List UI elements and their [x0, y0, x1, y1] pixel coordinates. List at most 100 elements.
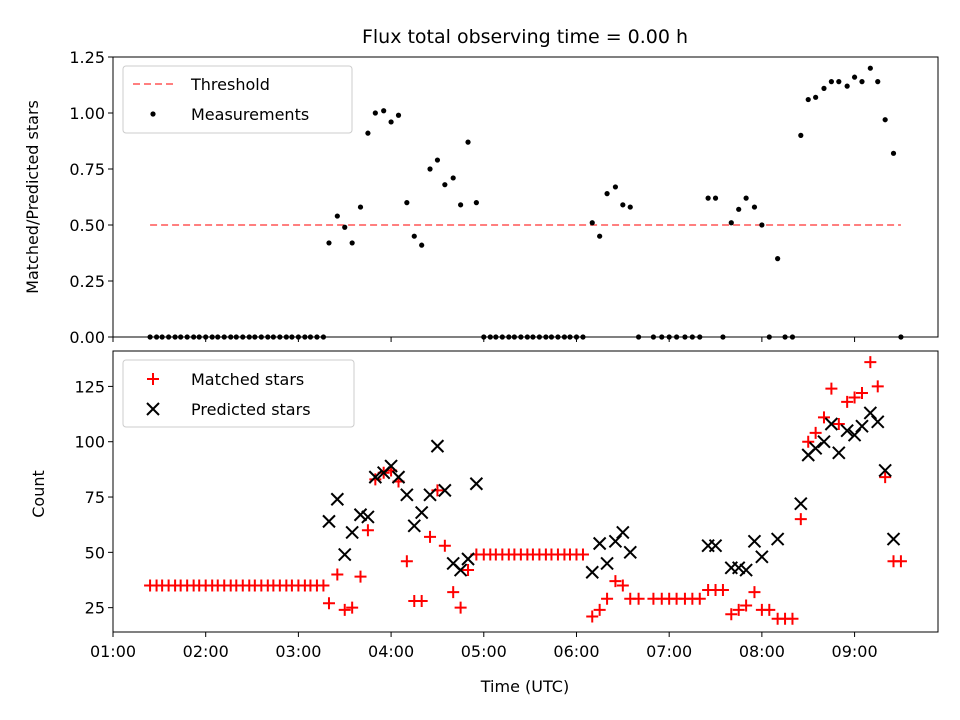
matched-star-marker: [317, 579, 330, 592]
bottom-plot-area: [144, 356, 907, 625]
x-axis-label: Time (UTC): [480, 677, 569, 696]
predicted-star-marker: [338, 547, 352, 562]
matched-star-marker: [454, 601, 467, 614]
matched-star-marker: [400, 555, 413, 568]
measurement-point: [666, 334, 672, 340]
predicted-star-marker: [322, 514, 336, 529]
matched-star-marker: [894, 555, 907, 568]
measurement-point: [314, 334, 320, 340]
measurement-point: [728, 220, 734, 226]
matched-star-marker: [601, 592, 614, 605]
measurements-legend-swatch: [150, 111, 156, 117]
measurement-point: [813, 94, 819, 100]
top-y-tick-label: 0.25: [69, 272, 105, 291]
measurement-point: [442, 182, 448, 188]
matched-star-marker: [693, 592, 706, 605]
predicted-star-marker: [368, 470, 383, 484]
predicted-star-marker: [391, 470, 406, 484]
measurement-point: [372, 110, 378, 116]
matched-star-marker: [609, 575, 622, 588]
measurement-point: [898, 334, 904, 340]
predicted-star-marker: [361, 510, 375, 524]
measurement-point: [589, 220, 595, 226]
predicted-star-marker: [414, 505, 429, 520]
predicted-star-marker: [847, 428, 862, 442]
measurement-point: [342, 224, 348, 230]
matched-star-marker: [369, 473, 382, 486]
measurement-point: [659, 334, 665, 340]
bottom-panel: 25 50 75 100 125 01:00 02:00 03:00 04:00 05:00 06:…: [29, 350, 939, 696]
predicted-star-marker: [453, 563, 468, 577]
top-y-tick-label: 1.00: [69, 104, 105, 123]
matched-star-marker: [322, 597, 335, 610]
predicted-star-marker: [608, 534, 623, 548]
measurement-point: [705, 195, 711, 201]
predicted-legend-label: Predicted stars: [191, 400, 311, 419]
predicted-star-marker: [708, 539, 723, 553]
matched-star-marker: [786, 612, 799, 625]
measurement-point: [357, 204, 364, 210]
measurement-point: [518, 334, 524, 340]
measurement-point: [759, 222, 765, 228]
measurement-point: [567, 334, 573, 340]
measurement-point: [798, 132, 804, 138]
measurement-point: [191, 334, 197, 340]
bottom-legend-box: [122, 359, 355, 428]
matched-star-marker: [879, 471, 892, 484]
measurement-point: [697, 334, 703, 340]
measurement-point: [689, 334, 695, 340]
x-tick-label: 07:00: [646, 642, 692, 661]
matched-star-marker: [438, 539, 451, 552]
bottom-y-tick-label: 50: [85, 543, 105, 562]
measurement-point: [635, 334, 642, 340]
measurement-point: [166, 334, 172, 340]
measurement-point: [789, 334, 796, 340]
matched-star-marker: [616, 579, 629, 592]
measurement-point: [458, 202, 464, 208]
top-panel: Flux total observing time = 0.00 h 0.000…: [23, 26, 939, 347]
measurement-point: [307, 334, 314, 340]
measurement-point: [172, 334, 178, 340]
bottom-ticks: 25 50 75 100 125 01:00 02:00 03:00 04:00 05:00 06:…: [74, 377, 877, 661]
predicted-star-marker: [592, 536, 607, 551]
measurement-point: [388, 119, 394, 125]
measurement-point: [395, 112, 402, 118]
measurement-point: [215, 334, 221, 340]
matched-star-marker: [632, 592, 645, 605]
predicted-star-marker: [840, 423, 854, 438]
measurement-point: [620, 202, 626, 208]
measurement-point: [320, 334, 327, 340]
predicted-star-marker: [353, 508, 368, 522]
top-chart-title: Flux total observing time = 0.00 h: [362, 26, 688, 48]
measurement-point: [381, 108, 387, 114]
measurement-point: [766, 334, 772, 340]
measurement-point: [743, 195, 749, 201]
x-tick-label: 03:00: [275, 642, 321, 661]
measurement-point: [209, 334, 215, 340]
predicted-star-marker: [423, 488, 437, 502]
measurement-point: [882, 117, 888, 123]
matched-star-marker: [447, 586, 460, 599]
measurement-point: [434, 157, 441, 163]
measurement-point: [289, 334, 295, 340]
measurement-point: [203, 334, 209, 340]
predicted-star-marker: [855, 419, 869, 433]
matched-star-marker: [740, 599, 753, 612]
measurement-point: [511, 334, 517, 340]
top-y-tick-label: 0.75: [69, 160, 105, 179]
measurement-point: [682, 334, 688, 340]
matched-star-marker: [716, 583, 729, 596]
predicted-star-marker: [616, 525, 630, 540]
measurement-point: [561, 334, 568, 340]
measurement-point: [246, 334, 252, 340]
predicted-legend-swatch: [146, 402, 160, 416]
measurement-point: [411, 233, 417, 239]
measurement-point: [805, 96, 811, 103]
measurement-point: [326, 240, 332, 246]
predicted-star-marker: [384, 459, 398, 473]
x-tick-label: 06:00: [553, 642, 599, 661]
measurement-point: [573, 334, 580, 340]
measurement-point: [612, 184, 619, 190]
matched-star-marker: [864, 356, 877, 369]
